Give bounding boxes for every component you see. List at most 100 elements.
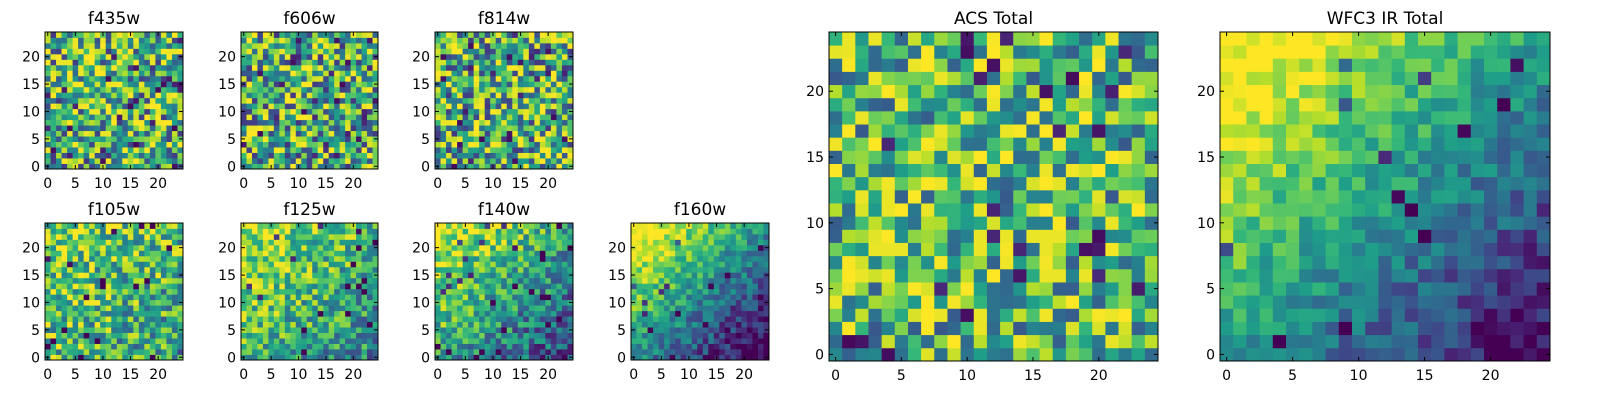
heatmap-cell	[161, 48, 167, 54]
heatmap-cell	[340, 316, 346, 322]
heatmap-cell	[1053, 282, 1067, 296]
heatmap-cell	[84, 158, 90, 164]
heatmap-cell	[490, 114, 496, 120]
heatmap-cell	[78, 131, 84, 137]
heatmap-cell	[670, 344, 676, 350]
heatmap-cell	[752, 305, 758, 311]
heatmap-cell	[318, 32, 324, 38]
heatmap-cell	[490, 344, 496, 350]
heatmap-cell	[290, 120, 296, 126]
heatmap-cell	[323, 294, 329, 300]
heatmap-cell	[829, 203, 843, 217]
heatmap-cell	[307, 333, 313, 339]
heatmap-cell	[241, 92, 247, 98]
heatmap-cell	[562, 125, 568, 131]
heatmap-cell	[274, 272, 280, 278]
heatmap-cell	[529, 250, 535, 256]
heatmap-cell	[529, 153, 535, 159]
heatmap-cell	[84, 142, 90, 148]
heatmap-cell	[1066, 216, 1080, 230]
heatmap-cell	[334, 338, 340, 344]
heatmap-cell	[540, 272, 546, 278]
heatmap-cell	[100, 261, 106, 267]
heatmap-cell	[62, 70, 68, 76]
heatmap-cell	[274, 81, 280, 87]
heatmap-cell	[51, 338, 57, 344]
heatmap-cell	[1105, 229, 1119, 243]
heatmap-cell	[100, 322, 106, 328]
heatmap-cell	[329, 234, 335, 240]
heatmap-cell	[117, 305, 123, 311]
heatmap-cell	[507, 278, 513, 284]
heatmap-cell	[752, 311, 758, 317]
heatmap-cell	[681, 283, 687, 289]
heatmap-cell	[155, 59, 161, 65]
heatmap-cell	[441, 272, 447, 278]
heatmap-cell	[100, 131, 106, 137]
heatmap-cell	[128, 289, 134, 295]
heatmap-cell	[67, 327, 73, 333]
heatmap-cell	[452, 327, 458, 333]
heatmap-cell	[45, 158, 51, 164]
heatmap-cell	[73, 136, 79, 142]
heatmap-cell	[714, 245, 720, 251]
heatmap-cell	[653, 283, 659, 289]
heatmap-cell	[312, 261, 318, 267]
heatmap-cell	[934, 229, 948, 243]
heatmap-cell	[84, 228, 90, 234]
heatmap-cell	[842, 308, 856, 322]
heatmap-cell	[62, 305, 68, 311]
heatmap-cell	[507, 239, 513, 245]
heatmap-cell	[345, 153, 351, 159]
heatmap-cell	[89, 316, 95, 322]
heatmap-cell	[334, 125, 340, 131]
heatmap-cell	[78, 228, 84, 234]
heatmap-cell	[1026, 308, 1040, 322]
heatmap-cell	[752, 289, 758, 295]
heatmap-cell	[367, 32, 373, 38]
heatmap-cell	[155, 289, 161, 295]
heatmap-cell	[106, 300, 112, 306]
heatmap-cell	[534, 239, 540, 245]
heatmap-cell	[518, 245, 524, 251]
heatmap-cell	[263, 250, 269, 256]
heatmap-cell	[653, 256, 659, 262]
heatmap-cell	[855, 150, 869, 164]
heatmap-cell	[62, 92, 68, 98]
heatmap-cell	[89, 322, 95, 328]
heatmap-cell	[128, 142, 134, 148]
heatmap-cell	[144, 327, 150, 333]
heatmap-cell	[166, 109, 172, 115]
heatmap-cell	[329, 65, 335, 71]
heatmap-cell	[100, 316, 106, 322]
heatmap-cell	[523, 338, 529, 344]
heatmap-cell	[312, 114, 318, 120]
heatmap-cell	[263, 283, 269, 289]
heatmap-cell	[56, 120, 62, 126]
heatmap-cell	[84, 43, 90, 49]
heatmap-cell	[659, 250, 665, 256]
heatmap-cell	[345, 109, 351, 115]
heatmap-cell	[736, 239, 742, 245]
heatmap-cell	[1132, 216, 1146, 230]
heatmap-cell	[161, 120, 167, 126]
heatmap-cell	[122, 98, 128, 104]
heatmap-cell	[512, 223, 518, 229]
heatmap-cell	[1079, 282, 1093, 296]
heatmap-cell	[562, 245, 568, 251]
heatmap-cell	[474, 125, 480, 131]
heatmap-cell	[139, 37, 145, 43]
heatmap-cell	[479, 70, 485, 76]
heatmap-cell	[241, 267, 247, 273]
heatmap-cell	[670, 316, 676, 322]
heatmap-cell	[351, 349, 357, 355]
heatmap-cell	[150, 333, 156, 339]
heatmap-cell	[296, 125, 302, 131]
heatmap-cell	[172, 322, 178, 328]
heatmap-cell	[150, 158, 156, 164]
heatmap-cell	[512, 311, 518, 317]
heatmap-cell	[452, 245, 458, 251]
heatmap-cell	[479, 120, 485, 126]
heatmap-cell	[457, 98, 463, 104]
heatmap-cell	[100, 147, 106, 153]
